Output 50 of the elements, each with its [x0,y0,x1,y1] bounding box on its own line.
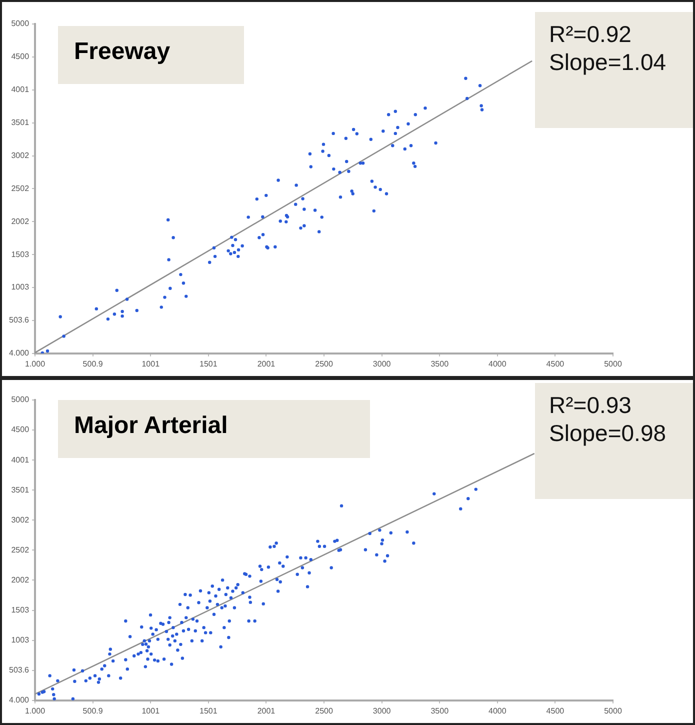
x-tick-label: 2001 [257,706,276,716]
x-tick-label: 1001 [142,359,160,368]
y-tick-label: 1003 [11,636,30,645]
y-tick-label: 2002 [11,216,30,226]
y-tick-label: 2502 [11,545,30,554]
x-tick-label: 500.9 [82,359,104,368]
y-tick-label: 1503 [11,250,30,259]
x-tick-label: 3000 [372,359,392,368]
x-tick-label: 4000 [488,706,507,716]
x-tick-label: 1501 [200,359,218,368]
x-tick-label: 3000 [372,706,392,716]
x-tick-label: 2500 [315,706,334,716]
x-tick-label: 5000 [604,706,622,716]
y-tick-label: 2502 [11,184,30,193]
x-tick-label: 2001 [257,359,276,368]
y-tick-label: 4.000 [8,696,30,705]
annotation: R²=0.92 [549,21,632,47]
y-tick-label: 2002 [11,575,30,584]
y-tick-label: 4001 [11,85,30,94]
text: Major Arterial [74,412,228,440]
y-tick-label: 1003 [11,282,30,292]
x-tick-label: 4000 [488,359,507,368]
x-tick-label: 5000 [604,359,622,368]
y-tick-label: 503.6 [8,316,30,325]
annotation: R²=0.93 [549,392,632,418]
y-tick-label: 3501 [11,118,30,128]
y-tick-label: 4500 [11,425,30,434]
text: Freeway [74,38,170,66]
x-tick-label: 1.000 [25,706,46,716]
y-tick-label: 4500 [11,52,30,62]
x-tick-label: 2500 [315,359,334,368]
x-tick-label: 4500 [546,706,565,716]
x-tick-label: 4500 [546,359,565,368]
y-tick-label: 5000 [11,19,30,28]
y-tick-label: 3002 [11,515,30,524]
y-tick-label: 4001 [11,455,30,464]
annotation: Slope=1.04 [549,49,666,75]
annotation: Slope=0.98 [549,420,666,446]
y-tick-label: 5000 [11,395,30,404]
x-tick-label: 1001 [142,706,160,716]
y-tick-label: 3501 [11,485,30,494]
x-tick-label: 3500 [430,359,450,368]
y-tick-label: 503.6 [8,666,30,675]
y-tick-label: 1503 [11,605,30,614]
x-tick-label: 1501 [200,706,218,716]
y-tick-label: 4.000 [8,348,30,358]
x-tick-label: 500.9 [82,706,104,716]
x-tick-label: 1.000 [25,359,46,368]
x-tick-label: 3500 [430,706,450,716]
y-tick-label: 3002 [11,150,30,160]
